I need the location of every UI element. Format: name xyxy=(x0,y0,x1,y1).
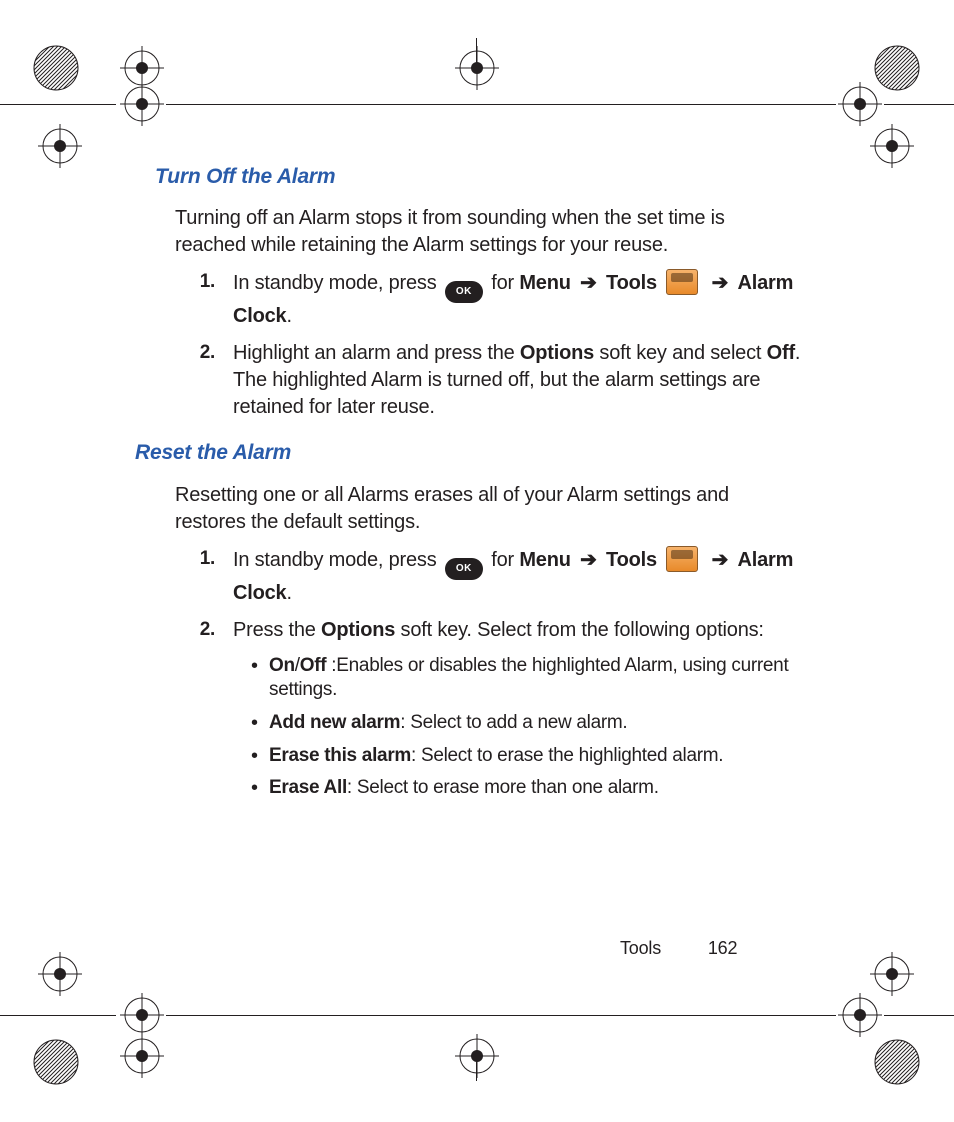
step-item: 1. In standby mode, press OK for Menu ➔ … xyxy=(189,546,805,607)
step-item: 1. In standby mode, press OK for Menu ➔ … xyxy=(189,269,805,330)
tools-icon xyxy=(666,269,698,295)
intro-paragraph: Resetting one or all Alarms erases all o… xyxy=(175,482,785,536)
registration-crosshair-icon xyxy=(838,993,882,1037)
footer-section-label: Tools xyxy=(620,938,661,958)
step-number: 2. xyxy=(189,617,233,809)
bullet-dot-icon: • xyxy=(251,776,269,801)
registration-crosshair-icon xyxy=(38,952,82,996)
registration-hatched-circle-icon xyxy=(32,44,80,92)
crop-line xyxy=(0,104,116,105)
intro-paragraph: Turning off an Alarm stops it from sound… xyxy=(175,205,785,259)
section-heading-turn-off: Turn Off the Alarm xyxy=(155,163,805,191)
content-area: Turn Off the Alarm Turning off an Alarm … xyxy=(155,163,805,827)
step-text: In standby mode, press OK for Menu ➔ Too… xyxy=(233,269,805,330)
registration-crosshair-icon xyxy=(120,82,164,126)
bullet-dot-icon: • xyxy=(251,654,269,703)
ok-button-icon: OK xyxy=(445,281,483,303)
bullet-item: • On/Off :Enables or disables the highli… xyxy=(251,654,805,703)
registration-crosshair-icon xyxy=(455,46,499,90)
registration-crosshair-icon xyxy=(838,82,882,126)
registration-crosshair-icon xyxy=(455,1034,499,1078)
steps-list: 1. In standby mode, press OK for Menu ➔ … xyxy=(155,269,805,421)
arrow-icon: ➔ xyxy=(580,549,597,571)
crop-line xyxy=(0,1015,116,1016)
registration-crosshair-icon xyxy=(120,1034,164,1078)
registration-crosshair-icon xyxy=(870,124,914,168)
registration-hatched-circle-icon xyxy=(873,1038,921,1086)
step-item: 2. Press the Options soft key. Select fr… xyxy=(189,617,805,809)
crop-line xyxy=(166,104,836,105)
crop-line xyxy=(884,1015,954,1016)
step-number: 2. xyxy=(189,340,233,421)
page: Turn Off the Alarm Turning off an Alarm … xyxy=(0,0,954,1122)
step-number: 1. xyxy=(189,546,233,607)
step-text: Highlight an alarm and press the Options… xyxy=(233,340,805,421)
registration-crosshair-icon xyxy=(120,993,164,1037)
page-footer: Tools 162 xyxy=(620,938,737,959)
step-text: In standby mode, press OK for Menu ➔ Too… xyxy=(233,546,805,607)
page-number: 162 xyxy=(708,938,737,958)
ok-button-icon: OK xyxy=(445,558,483,580)
section-heading-reset: Reset the Alarm xyxy=(135,439,805,467)
bullet-dot-icon: • xyxy=(251,744,269,769)
bullet-dot-icon: • xyxy=(251,711,269,736)
arrow-icon: ➔ xyxy=(712,272,729,294)
arrow-icon: ➔ xyxy=(712,549,729,571)
bullet-item: • Erase All: Select to erase more than o… xyxy=(251,776,805,801)
options-bullet-list: • On/Off :Enables or disables the highli… xyxy=(251,654,805,801)
registration-crosshair-icon xyxy=(38,124,82,168)
crop-line xyxy=(884,104,954,105)
step-text: Press the Options soft key. Select from … xyxy=(233,617,805,809)
tools-icon xyxy=(666,546,698,572)
steps-list: 1. In standby mode, press OK for Menu ➔ … xyxy=(155,546,805,809)
bullet-item: • Add new alarm: Select to add a new ala… xyxy=(251,711,805,736)
registration-hatched-circle-icon xyxy=(32,1038,80,1086)
step-item: 2. Highlight an alarm and press the Opti… xyxy=(189,340,805,421)
step-number: 1. xyxy=(189,269,233,330)
bullet-item: • Erase this alarm: Select to erase the … xyxy=(251,744,805,769)
registration-crosshair-icon xyxy=(870,952,914,996)
crop-line xyxy=(166,1015,836,1016)
arrow-icon: ➔ xyxy=(580,272,597,294)
